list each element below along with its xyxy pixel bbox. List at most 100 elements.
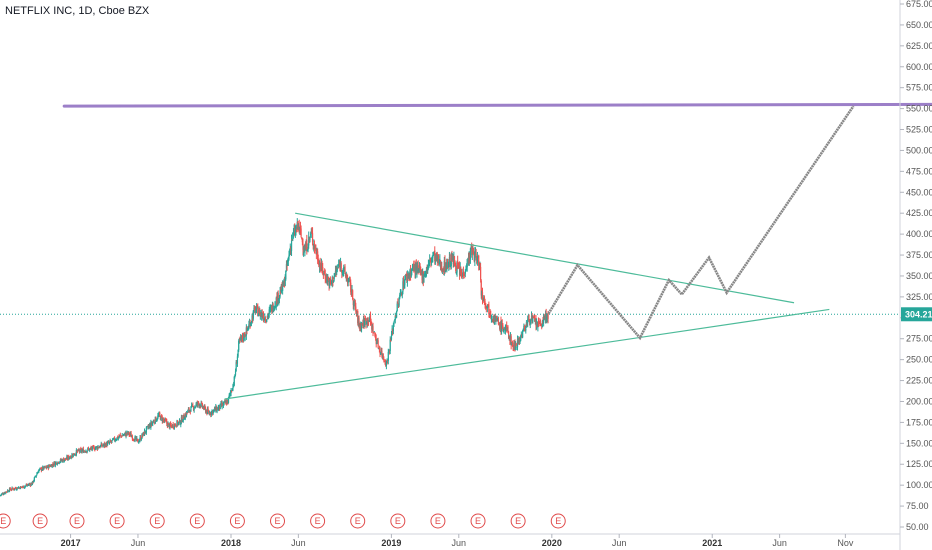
candle-body [406, 273, 408, 281]
y-axis[interactable]: 675.00 650.00 625.00 600.00 575.00 550.00 525.… [900, 0, 932, 532]
x-tick-label: Jun [452, 538, 467, 548]
lower-trendline[interactable] [224, 308, 830, 400]
earnings-marker[interactable]: E [109, 513, 125, 529]
candle-body [332, 280, 335, 283]
candle-body [329, 278, 331, 283]
candle-body [372, 326, 374, 334]
candle-body [33, 480, 35, 483]
candle-body [532, 318, 534, 322]
candle-body [83, 450, 85, 453]
candle-body [380, 351, 382, 353]
candle-body [27, 484, 29, 486]
resistance-line[interactable] [62, 102, 932, 108]
candle-body [78, 449, 80, 451]
candle-body [545, 312, 547, 321]
earnings-marker[interactable]: E [510, 513, 526, 529]
earnings-marker[interactable]: E [270, 513, 286, 529]
candle-body [245, 327, 247, 336]
candle-body [497, 318, 500, 325]
earnings-marker[interactable]: E [350, 513, 366, 529]
candle-body [249, 322, 251, 328]
candle-body [533, 317, 535, 319]
candle-body [203, 407, 205, 410]
candle-body [143, 430, 146, 436]
candle-body [128, 432, 130, 435]
earnings-marker[interactable]: E [69, 513, 85, 529]
projection-path[interactable] [547, 105, 855, 341]
candle-body [453, 256, 456, 265]
candle-body [131, 436, 134, 440]
earnings-marker[interactable]: E [189, 513, 205, 529]
candle-body [434, 254, 437, 263]
candle-body [175, 424, 177, 427]
candle-body [348, 278, 351, 280]
chart-title: NETFLIX INC, 1D, Cboe BZX [5, 5, 150, 17]
candle-body [336, 269, 338, 273]
candle-body [246, 326, 248, 331]
candle-body [103, 443, 105, 446]
candle-body [463, 272, 465, 276]
earnings-marker[interactable]: E [149, 513, 165, 529]
candle-body [339, 262, 341, 269]
earnings-marker[interactable]: E [32, 513, 48, 529]
candle-body [210, 411, 212, 416]
candle-body [52, 465, 55, 467]
candle-body [55, 462, 57, 464]
candle-body [243, 333, 246, 338]
earnings-marker[interactable]: E [229, 513, 245, 529]
candle-body [446, 259, 449, 266]
candle-body [147, 426, 149, 428]
candle-body [7, 490, 9, 492]
candle-body [391, 328, 393, 336]
candle-body [351, 289, 353, 295]
candle-body [485, 303, 487, 307]
candle-body [473, 254, 475, 261]
candle-body [510, 336, 512, 346]
candle-body [46, 467, 48, 469]
candle-body [15, 489, 18, 491]
x-axis[interactable]: 2017 Jun 2018 Jun 2019 Jun 2020 Jun 2021 Jun Nov [61, 534, 854, 548]
candle-body [258, 309, 260, 314]
candle-body [185, 412, 188, 417]
candle-body [119, 434, 121, 436]
candle-body [30, 483, 32, 486]
candle-body [94, 447, 97, 450]
candle-body [432, 253, 435, 256]
candle-body [462, 271, 465, 275]
candle-body [493, 318, 495, 322]
candle-body [310, 231, 312, 234]
earnings-marker[interactable]: E [310, 513, 326, 529]
candle-body [501, 322, 503, 331]
candle-body [105, 443, 107, 447]
candle-body [370, 320, 372, 323]
candle-body [248, 322, 251, 324]
candle-body [445, 262, 447, 270]
earnings-marker[interactable]: E [550, 513, 566, 529]
candle-body [14, 487, 16, 489]
x-tick-label: 2018 [221, 538, 241, 548]
candle-body [527, 315, 529, 320]
candle-body [472, 248, 474, 252]
candle-body [102, 445, 104, 447]
candle-body [294, 229, 296, 236]
candle-body [319, 262, 321, 268]
earnings-marker[interactable]: E [470, 513, 486, 529]
candle-body [304, 248, 306, 254]
candle-body [282, 281, 284, 287]
upper-trendline[interactable] [295, 212, 795, 304]
earnings-marker[interactable]: E [0, 513, 11, 529]
candle-body [299, 226, 302, 230]
candle-body [331, 277, 333, 283]
candle-body [90, 447, 92, 449]
candle-body [203, 405, 205, 409]
candle-body [179, 420, 181, 425]
candle-body [303, 249, 305, 252]
candle-body [360, 325, 362, 330]
candle-body [223, 401, 225, 404]
candle-body [374, 336, 377, 339]
earnings-marker[interactable]: E [430, 513, 446, 529]
candle-body [439, 258, 441, 263]
earnings-marker[interactable]: E [390, 513, 406, 529]
